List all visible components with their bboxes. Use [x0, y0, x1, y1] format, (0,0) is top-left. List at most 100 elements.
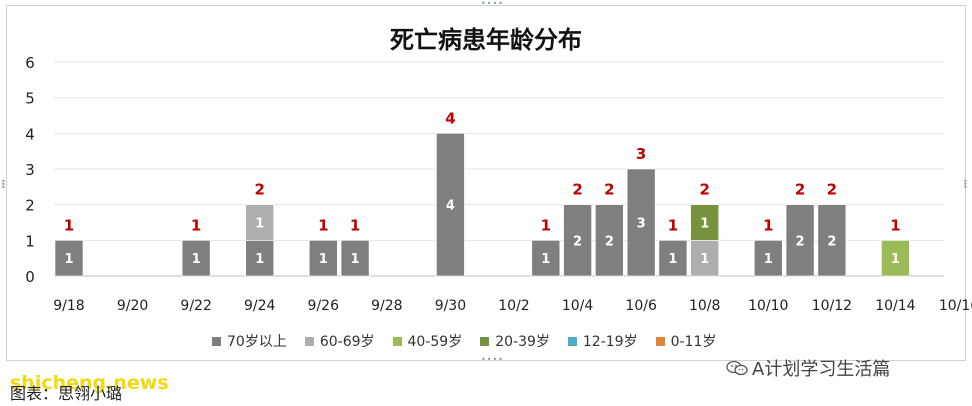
bar-segment-label: 1 [255, 252, 264, 267]
bar-segment-label: 4 [446, 199, 455, 214]
bar-segment [595, 204, 624, 277]
bar-segment [785, 204, 815, 277]
x-tick-label: 10/2 [498, 298, 529, 314]
y-tick-label: 1 [25, 232, 35, 250]
legend-swatch [655, 336, 665, 346]
x-tick-label: 10/12 [812, 298, 852, 314]
bar-segment-label: 1 [891, 252, 900, 267]
bar-segment [563, 204, 592, 277]
bar-total-label: 4 [445, 109, 455, 127]
x-tick-label: 10/14 [875, 298, 915, 314]
legend-swatch [567, 336, 577, 346]
bar-segment [308, 240, 338, 277]
bar-total-label: 2 [604, 181, 614, 199]
chart-frame: •••• •••• • • • • • • [1, 0, 969, 364]
x-tick-label: 10/4 [562, 298, 594, 314]
x-tick-label: 10/16 [939, 298, 972, 314]
legend-item: 0-11岁 [655, 331, 717, 351]
legend-item: 70岁以上 [212, 331, 287, 351]
y-tick-label: 6 [25, 54, 35, 72]
bar-total-label: 1 [318, 216, 328, 234]
bar-segment-label: 1 [255, 217, 264, 232]
x-tick-label: 9/24 [244, 298, 276, 314]
x-tick-label: 10/10 [748, 298, 788, 314]
bar-segment [690, 204, 720, 241]
bar-total-label: 1 [350, 216, 360, 234]
brand-text: A计划学习生活篇 [752, 359, 891, 380]
legend-label: 12-19岁 [582, 334, 638, 350]
legend-swatch [212, 336, 221, 346]
bar-segment [690, 240, 720, 277]
bar-segment-label: 1 [192, 252, 201, 267]
bar-segment-label: 1 [319, 252, 328, 267]
chart-caption: 图表：思翎小璐 [10, 384, 123, 403]
bar-segment-label: 2 [796, 234, 805, 249]
x-tick-label: 9/28 [371, 298, 402, 314]
legend-item: 60-69岁 [304, 331, 375, 351]
bar-segment-label: 2 [605, 234, 614, 249]
bar-segment-label: 1 [351, 252, 360, 267]
bar-total-label: 2 [572, 181, 582, 199]
bar-segment-label: 1 [764, 252, 773, 267]
bar-segment-label: 1 [668, 252, 677, 267]
wechat-icon [726, 360, 748, 376]
bar-total-label: 1 [890, 216, 900, 234]
chart-title: 死亡病患年龄分布 [390, 26, 582, 54]
bar-segment-label: 3 [637, 217, 646, 232]
bar-segment [54, 240, 84, 277]
x-tick-label: 9/30 [435, 298, 466, 314]
bar-total-label: 2 [699, 181, 709, 199]
bar-segment-label: 1 [700, 252, 709, 267]
x-tick-label: 9/18 [53, 298, 84, 314]
bar-total-label: 1 [668, 216, 678, 234]
bar-segment [817, 204, 847, 277]
y-tick-label: 3 [25, 161, 35, 179]
y-tick-label: 4 [25, 125, 35, 143]
bar-total-label: 1 [191, 216, 201, 234]
legend-label: 60-69岁 [319, 334, 375, 350]
legend-item: 40-59岁 [392, 331, 463, 351]
bar-segment [626, 168, 656, 277]
legend-label: 40-59岁 [407, 334, 463, 350]
bar-segment [881, 240, 910, 277]
bar-segment-label: 2 [827, 234, 836, 249]
legend-label: 20-39岁 [495, 334, 550, 350]
bar-segment-label: 1 [700, 217, 709, 232]
bar-total-label: 2 [795, 181, 805, 199]
bar-total-label: 1 [64, 216, 74, 234]
bar-segment [658, 240, 688, 277]
x-tick-label: 9/26 [308, 298, 340, 314]
legend-item: 12-19岁 [567, 331, 638, 351]
legend-label: 0-11岁 [670, 334, 717, 350]
bar-segment [245, 204, 275, 241]
x-tick-label: 9/20 [117, 298, 148, 314]
x-tick-label: 9/22 [180, 298, 211, 314]
legend-swatch [304, 336, 314, 346]
brand-label: A计划学习生活篇 [726, 355, 890, 381]
bar-total-label: 2 [254, 181, 264, 199]
legend-swatch [480, 336, 490, 346]
bar-segment-label: 1 [541, 252, 550, 267]
left-resize-handle[interactable]: • • • [1, 177, 7, 192]
bar-segment-label: 1 [64, 252, 73, 267]
bar-segment [340, 240, 370, 277]
bar-segment [436, 133, 465, 277]
watermark-text: shicheng.news [10, 372, 169, 394]
x-tick-label: 10/6 [625, 298, 657, 314]
y-tick-label: 2 [25, 197, 35, 215]
chart-legend: 70岁以上 60-69岁 40-59岁 20-39岁 12-19岁 0-11岁 [212, 331, 716, 351]
right-resize-handle[interactable]: • • • [963, 177, 969, 192]
x-tick-label: 10/8 [689, 298, 720, 314]
y-tick-label: 0 [25, 268, 35, 286]
legend-label: 70岁以上 [227, 334, 287, 350]
bar-segment [531, 240, 561, 277]
bar-total-label: 2 [827, 181, 837, 199]
legend-swatch [392, 336, 402, 346]
bar-segment-label: 2 [573, 234, 582, 249]
legend-item: 20-39岁 [480, 331, 550, 351]
bar-segment [245, 240, 275, 277]
bar-segment [181, 240, 211, 277]
bar-segment [753, 240, 783, 277]
bar-total-label: 3 [636, 145, 646, 163]
